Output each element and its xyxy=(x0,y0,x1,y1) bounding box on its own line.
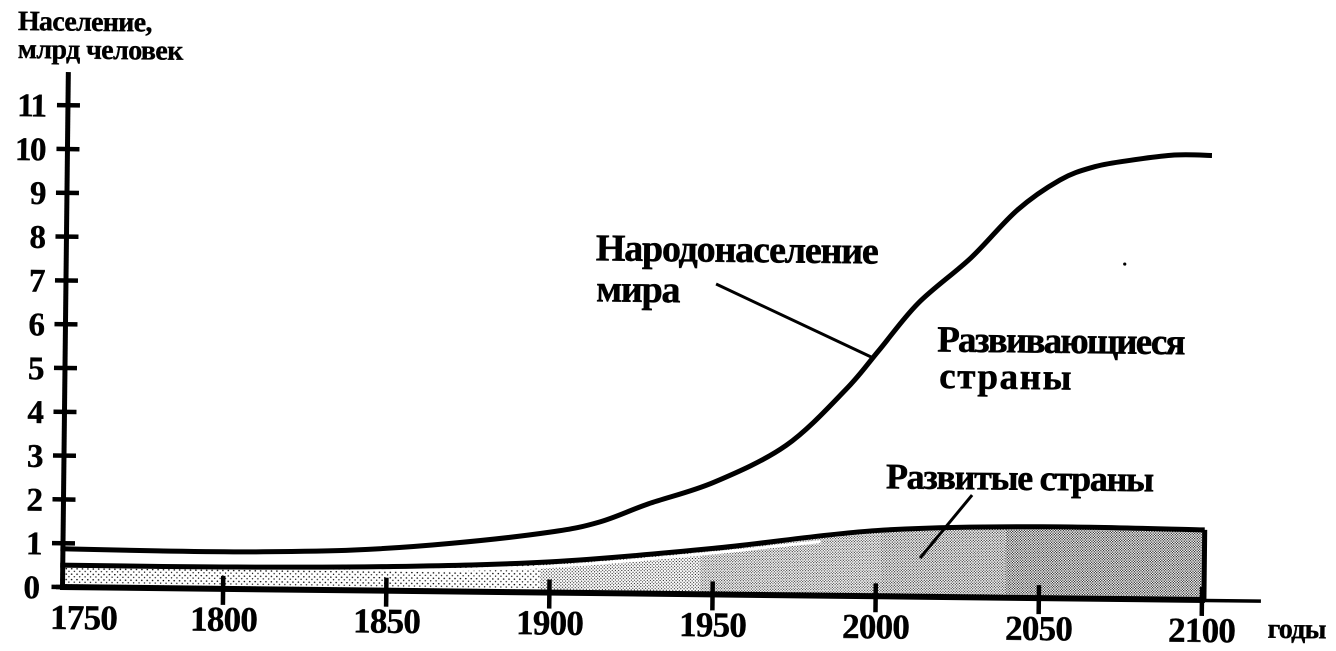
svg-text:2000: 2000 xyxy=(842,607,910,646)
svg-text:4: 4 xyxy=(27,395,44,431)
svg-text:10: 10 xyxy=(15,132,46,168)
svg-text:2050: 2050 xyxy=(1005,609,1073,646)
svg-text:млрд человек: млрд человек xyxy=(18,34,185,67)
svg-text:1: 1 xyxy=(26,526,43,562)
svg-text:6: 6 xyxy=(28,307,45,343)
svg-text:мира: мира xyxy=(596,268,681,311)
svg-text:1800: 1800 xyxy=(190,599,258,639)
svg-text:1900: 1900 xyxy=(516,603,584,643)
svg-text:2: 2 xyxy=(26,483,43,519)
svg-text:9: 9 xyxy=(30,176,47,212)
svg-text:Развитые страны: Развитые страны xyxy=(886,456,1155,499)
svg-text:7: 7 xyxy=(29,264,46,300)
svg-text:5: 5 xyxy=(28,351,45,387)
svg-text:0: 0 xyxy=(23,570,40,606)
svg-text:2100: 2100 xyxy=(1168,611,1236,646)
svg-text:1950: 1950 xyxy=(679,605,747,645)
svg-text:годы: годы xyxy=(1267,614,1326,646)
svg-text:8: 8 xyxy=(29,220,46,256)
svg-text:страны: страны xyxy=(939,356,1073,399)
svg-text:3: 3 xyxy=(27,439,44,475)
svg-text:1750: 1750 xyxy=(50,598,118,638)
svg-text:1850: 1850 xyxy=(353,601,421,641)
svg-text:Народонаселение: Народонаселение xyxy=(596,227,879,272)
svg-text:11: 11 xyxy=(17,88,46,124)
